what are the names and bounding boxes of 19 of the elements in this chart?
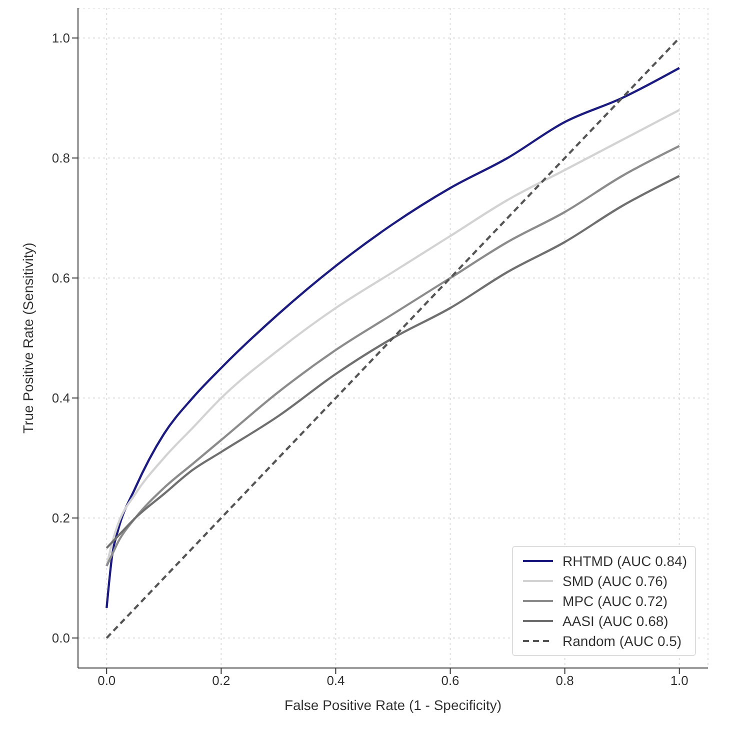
y-tick-label: 0.4: [52, 390, 70, 406]
legend-label: AASI (AUC 0.68): [562, 612, 668, 631]
x-tick-label: 0.6: [441, 673, 460, 688]
y-tick-label: 1.0: [52, 30, 70, 46]
x-tick-label: 0.4: [326, 673, 345, 688]
x-tick-label: 0.2: [212, 673, 230, 688]
y-tick-label: 0.6: [52, 270, 70, 286]
x-tick-label: 0.8: [556, 673, 574, 688]
y-tick-label: 0.8: [52, 150, 70, 166]
x-axis-title: False Positive Rate (1 - Specificity): [284, 697, 502, 713]
y-tick-label: 0.0: [52, 630, 70, 646]
y-axis-title: True Positive Rate (Sensitivity): [20, 242, 36, 434]
x-tick-label: 0.0: [98, 673, 116, 688]
legend-label: SMD (AUC 0.76): [562, 572, 668, 591]
y-tick-label: 0.2: [52, 510, 70, 526]
legend-label: MPC (AUC 0.72): [562, 592, 668, 611]
legend-label: Random (AUC 0.5): [562, 632, 682, 651]
legend-label: RHTMD (AUC 0.84): [562, 552, 687, 571]
x-tick-label: 1.0: [670, 673, 688, 688]
